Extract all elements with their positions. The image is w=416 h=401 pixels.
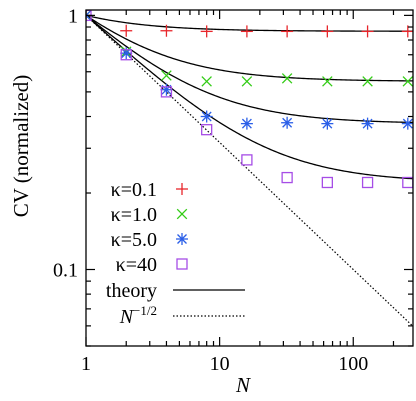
axes-frame — [85, 9, 414, 347]
data-point — [362, 76, 373, 87]
data-point — [120, 24, 133, 37]
legend-marker — [176, 183, 188, 195]
data-point — [160, 83, 173, 96]
theory-curve-1 — [86, 14, 413, 32]
series-2 — [86, 10, 413, 87]
data-point — [161, 70, 172, 81]
data-point — [361, 117, 374, 130]
data-point — [201, 124, 213, 136]
x-tick-label: 10 — [210, 353, 230, 375]
legend-label: theory — [106, 280, 157, 302]
legend-label: κ=1.0 — [111, 204, 157, 226]
legend-marker — [176, 258, 188, 270]
data-point — [241, 154, 253, 166]
data-point — [200, 25, 213, 38]
y-tick-label: 1 — [68, 5, 78, 27]
data-point — [281, 73, 293, 84]
axis-ticks: 1 10 100 0.1 1 — [53, 5, 413, 375]
theory-curve-3 — [86, 14, 413, 124]
y-axis-label: CV (normalized) — [9, 75, 33, 218]
theory-curve-2 — [86, 14, 413, 82]
data-point — [361, 176, 374, 189]
legend-label: κ=5.0 — [111, 229, 157, 251]
theory-curve-4 — [86, 14, 413, 180]
plot-area — [86, 10, 413, 327]
legend-label: N−1/2 — [119, 303, 157, 328]
x-axis-label: N — [235, 373, 251, 397]
data-point — [241, 76, 253, 87]
legend-label: κ=0.1 — [111, 179, 157, 201]
data-point — [240, 117, 253, 130]
data-point — [401, 25, 413, 38]
data-point — [201, 76, 212, 87]
plot-inner — [86, 10, 413, 327]
data-point — [321, 176, 333, 189]
data-point — [321, 117, 334, 130]
legend-marker — [176, 233, 188, 245]
series-3 — [86, 10, 413, 130]
data-point — [120, 47, 133, 60]
series-1 — [86, 10, 413, 38]
data-point — [240, 25, 253, 38]
legend-label: κ=40 — [116, 254, 157, 276]
x-tick-label: 1 — [81, 353, 91, 375]
data-point — [160, 86, 173, 98]
data-point — [160, 24, 173, 37]
plot-border — [85, 9, 414, 347]
x-tick-label: 100 — [338, 353, 368, 375]
data-point — [361, 25, 374, 38]
data-point — [120, 49, 132, 61]
data-point — [402, 76, 413, 87]
data-point — [200, 110, 213, 123]
data-point — [281, 116, 294, 129]
y-tick-label: 0.1 — [53, 260, 78, 282]
data-point — [321, 25, 334, 38]
data-point — [281, 25, 294, 38]
data-point — [322, 76, 333, 87]
legend-marker — [176, 208, 188, 220]
data-point — [401, 117, 413, 130]
data-point — [281, 171, 293, 184]
